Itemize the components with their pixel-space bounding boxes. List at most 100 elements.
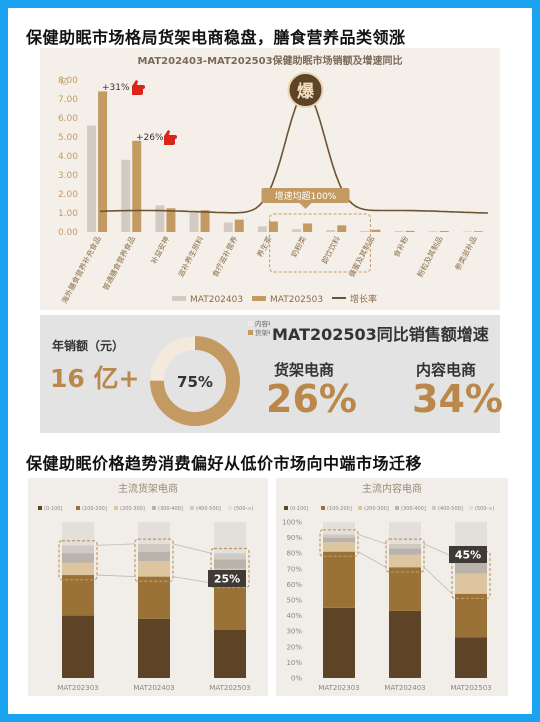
highlight-box <box>269 213 371 273</box>
bar-mat202403 <box>257 226 267 232</box>
stack-segment <box>389 610 421 678</box>
bar-mat202403 <box>292 229 302 232</box>
stack-segment <box>214 629 246 678</box>
shelf-ecom-panel: 主流货架电商 (0-100] (100-200] (200-300] (300-400]… <box>28 478 268 696</box>
stack-y-tick-label: 40% <box>286 612 302 620</box>
main-title: 保健助眠市场格局货架电商稳盘，膳食营养品类领涨 <box>26 28 406 47</box>
stack-legend-swatch <box>76 506 80 510</box>
x-tick-label: 食疗滋补营养 <box>210 234 240 279</box>
bar-mat202403 <box>189 211 199 232</box>
stack-y-tick-label: 0% <box>291 675 302 683</box>
stack-y-tick-label: 80% <box>286 550 302 558</box>
legend-swatch-mat202503 <box>252 296 266 301</box>
share-annotation-text: 45% <box>455 549 481 562</box>
stack-legend-label: (300-400] <box>401 506 426 512</box>
stack-legend-swatch <box>358 506 362 510</box>
stack-legend-swatch <box>284 506 288 510</box>
connector-line <box>96 574 136 577</box>
connector-line <box>172 576 212 584</box>
stack-segment <box>323 607 355 678</box>
stack-segment <box>62 615 94 678</box>
stacked-chart-title: 主流内容电商 <box>362 482 422 495</box>
stack-segment <box>62 575 94 616</box>
stack-x-tick-label: MAT202303 <box>57 684 98 692</box>
stack-segment <box>389 567 421 611</box>
donut-legend-label-shelf: 货架电商 <box>255 328 270 337</box>
annual-sales-label: 年销额（元） <box>52 339 125 353</box>
x-tick-label: 奶粉类 <box>288 234 308 259</box>
stack-y-tick-label: 90% <box>286 534 302 542</box>
mid-range-highlight-box <box>385 538 425 573</box>
legend-label-mat202503: MAT202503 <box>270 295 323 305</box>
content-ecom-growth: 34% <box>412 377 503 421</box>
stack-x-tick-label: MAT202503 <box>450 684 491 692</box>
legend-label-mat202403: MAT202403 <box>190 295 243 305</box>
stack-segment <box>323 537 355 543</box>
x-tick-label: 食补粉 <box>391 234 411 259</box>
bar-mat202503 <box>166 208 176 232</box>
stack-x-tick-label: MAT202503 <box>209 684 250 692</box>
stack-segment <box>323 551 355 608</box>
bar-mat202503 <box>234 219 244 232</box>
x-tick-label: 海外膳食营养补充食品 <box>59 234 103 305</box>
stack-legend-label: (500-∞) <box>475 506 494 512</box>
annual-sales-total: 16 亿+ <box>50 364 140 393</box>
x-tick-label: 即饮饮料 <box>319 234 342 266</box>
bar-mat202403 <box>326 230 336 232</box>
explosion-badge-text: 爆 <box>297 82 315 102</box>
stack-segment <box>389 548 421 555</box>
stack-legend-label: (400-500] <box>196 506 221 512</box>
stack-legend-label: (100-200] <box>327 506 352 512</box>
bar-mat202503 <box>439 231 449 232</box>
legend-swatch-mat202403 <box>172 296 186 301</box>
connector-line <box>96 543 136 546</box>
x-tick-label: 补益安神 <box>148 234 171 265</box>
stack-segment <box>214 559 246 569</box>
stack-segment <box>138 576 170 619</box>
sales-panel: 年销额（元） 16 亿+ 75%内容电商货架电商 MAT202503同比销售额增… <box>40 315 503 433</box>
bar-mat202403 <box>428 231 438 232</box>
stack-y-tick-label: 60% <box>286 581 302 589</box>
stack-segment <box>323 542 355 552</box>
bar-mat202503 <box>303 223 313 232</box>
bar-mat202503 <box>473 231 483 232</box>
shelf-ecom-growth: 26% <box>266 377 357 421</box>
stack-legend-swatch <box>469 506 473 510</box>
bar-mat202403 <box>394 231 404 232</box>
chart-title: MAT202403-MAT202503保健助眠市场销额及增速同比 <box>137 54 402 67</box>
stack-legend-swatch <box>38 506 42 510</box>
bar-mat202503 <box>200 210 210 232</box>
stack-legend-label: (200-300] <box>120 506 145 512</box>
stack-legend-swatch <box>432 506 436 510</box>
bar-mat202403 <box>223 222 233 232</box>
growth-rate-line <box>99 92 489 214</box>
growth-banner-arrow <box>299 203 312 209</box>
stack-segment <box>138 522 170 544</box>
mid-range-highlight-box <box>58 540 98 581</box>
connector-line <box>357 534 387 545</box>
shelf-ecom-stacked-chart: 主流货架电商 (0-100] (100-200] (200-300] (300-400]… <box>38 482 253 692</box>
stack-segment <box>138 561 170 577</box>
x-tick-label: 参类滋补品 <box>452 234 478 272</box>
bar-mat202503 <box>371 229 381 232</box>
stack-legend-label: (300-400] <box>158 506 183 512</box>
stack-legend-swatch <box>152 506 156 510</box>
category-chart-panel: MAT202403-MAT202503保健助眠市场销额及增速同比亿 0.00 1.0… <box>40 48 500 310</box>
share-annotation-badge <box>208 570 246 587</box>
stack-segment <box>323 522 355 535</box>
y-tick-label: 4.00 <box>58 152 78 162</box>
growth-banner <box>261 188 350 203</box>
stack-segment <box>323 534 355 538</box>
stack-segment <box>62 522 94 546</box>
donut-legend-swatch-shelf <box>248 330 253 335</box>
annotation-plus31: +31% <box>102 83 130 93</box>
bar-mat202503 <box>268 221 278 232</box>
content-ecom-label: 内容电商 <box>416 361 477 379</box>
y-tick-label: 0.00 <box>58 228 78 238</box>
stack-segment <box>138 551 170 561</box>
stack-legend-label: (100-200] <box>82 506 107 512</box>
stack-x-tick-label: MAT202403 <box>133 684 174 692</box>
share-annotation-text: 25% <box>214 573 240 586</box>
y-tick-label: 1.00 <box>58 209 78 219</box>
